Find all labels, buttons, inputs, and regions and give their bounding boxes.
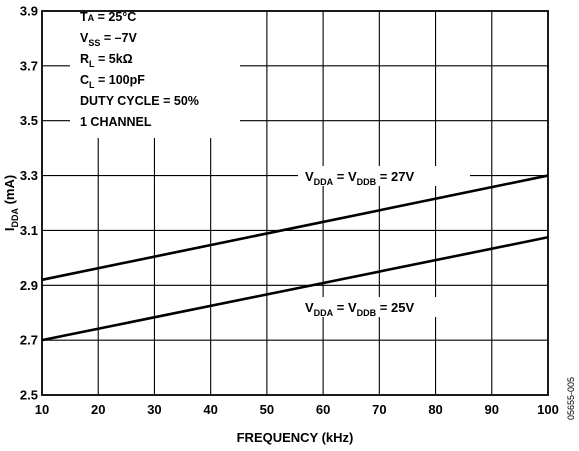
x-tick-label: 60	[316, 402, 330, 417]
y-axis-label: IDDA (mA)	[2, 175, 20, 231]
x-tick-label: 80	[428, 402, 442, 417]
x-tick-label: 40	[203, 402, 217, 417]
y-tick-label: 2.7	[20, 333, 38, 348]
x-axis-label: FREQUENCY (kHz)	[237, 430, 354, 445]
x-tick-label: 30	[147, 402, 161, 417]
condition-ta: TA = 25°C	[80, 10, 136, 24]
series-label-25v-background	[298, 297, 470, 317]
x-tick-label: 100	[537, 402, 559, 417]
y-tick-label: 2.9	[20, 278, 38, 293]
y-tick-label: 3.1	[20, 223, 38, 238]
series-lines	[41, 174, 549, 342]
y-tick-label: 3.5	[20, 113, 38, 128]
x-tick-label: 90	[485, 402, 499, 417]
condition-duty-cycle: DUTY CYCLE = 50%	[80, 94, 199, 108]
y-tick-label: 3.7	[20, 58, 38, 73]
conditions-block: TA = 25°C VSS = –7V RL = 5kΩ CL = 100pF …	[80, 10, 199, 129]
x-tick-label: 70	[372, 402, 386, 417]
conditions-background	[70, 6, 240, 138]
condition-cl: CL = 100pF	[80, 73, 145, 90]
plot-frame	[41, 10, 549, 396]
y-tick-label: 2.5	[20, 388, 38, 403]
series-label-25v: VDDA = VDDB = 25V	[305, 300, 414, 318]
series-label-27v-background	[298, 166, 470, 186]
x-tick-label: 10	[35, 402, 49, 417]
x-tick-label: 50	[260, 402, 274, 417]
x-tick-label: 20	[91, 402, 105, 417]
condition-channel: 1 CHANNEL	[80, 115, 152, 129]
x-tick-labels: 10 20 30 40 50 60 70 80 90 100	[35, 402, 559, 417]
figure-id: 05655-005	[566, 377, 576, 420]
y-tick-label: 3.9	[20, 4, 38, 19]
grid	[42, 11, 548, 395]
y-tick-label: 3.3	[20, 168, 38, 183]
series-line-1	[41, 236, 549, 342]
y-tick-labels: 2.5 2.7 2.9 3.1 3.3 3.5 3.7 3.9	[20, 4, 38, 403]
series-line-0	[41, 174, 549, 282]
condition-vss: VSS = –7V	[80, 31, 138, 48]
series-label-27v: VDDA = VDDB = 27V	[305, 169, 414, 187]
condition-rl: RL = 5kΩ	[80, 52, 133, 69]
